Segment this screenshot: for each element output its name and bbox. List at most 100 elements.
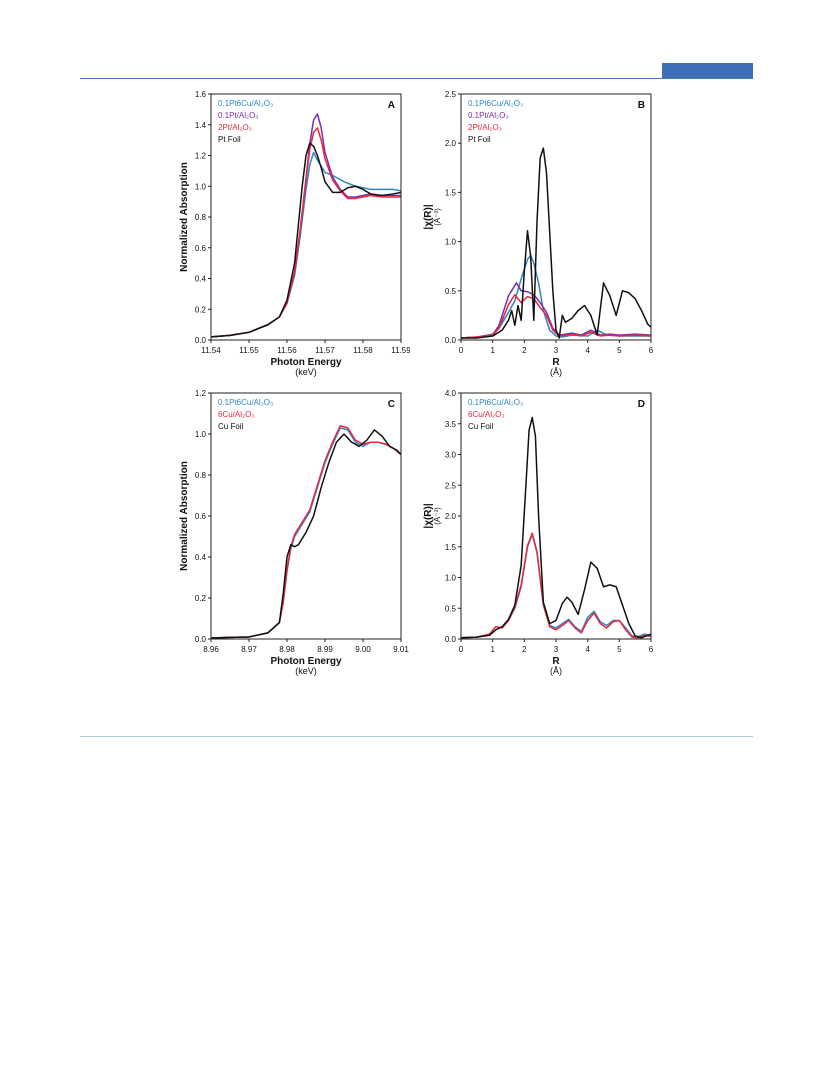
chart-b-legend-entry: 0.1Pt6Cu/Al₂O₃	[468, 99, 523, 108]
chart-d-xtick-label: 0	[459, 645, 464, 654]
chart-a-legend-entry: Pt Foil	[218, 135, 241, 144]
chart-a-ytick-label: 0.2	[195, 305, 207, 314]
chart-panel-b: 0 1 2 3 4 5 6 0.0 0.5 1.0 1.5 2.0 2.5 R (Å) |χ(R)| (Å⁻³)…	[418, 88, 658, 388]
chart-b-xtick-label: 0	[459, 346, 464, 355]
chart-a-legend-entry: 0.1Pt/Al₂O₃	[218, 111, 259, 120]
chart-b-legend-entry: Pt Foil	[468, 135, 491, 144]
chart-d-series-2	[461, 416, 651, 639]
footer-rule	[80, 736, 753, 737]
chart-d-xlabel: R	[552, 656, 560, 667]
chart-c-ytick-label: 0.4	[195, 553, 207, 562]
chart-c-series-2	[211, 429, 401, 639]
chart-panel-a: 11.54 11.55 11.56 11.57 11.58 11.59 0.0 0.2 0.4 0…	[175, 88, 411, 388]
chart-b-xtick-label: 4	[585, 346, 590, 355]
chart-d-ytick-label: 3.0	[445, 451, 457, 460]
chart-a-legend-entry: 0.1Pt6Cu/Al₂O₃	[218, 99, 273, 108]
chart-a-xtick-label: 11.56	[277, 346, 297, 355]
chart-b-ytick-label: 0.5	[445, 287, 457, 296]
chart-c-ytick-label: 0.6	[195, 512, 207, 521]
chart-c-ytick-label: 1.0	[195, 430, 207, 439]
chart-d-legend-entry: 6Cu/Al₂O₃	[468, 410, 505, 419]
chart-panel-c: 8.96 8.97 8.98 8.99 9.00 9.01 0.0 0.2 0.4 0.6 0.8 1…	[175, 387, 410, 687]
chart-d-legend-entry: Cu Foil	[468, 422, 494, 431]
chart-c-panel-label: C	[388, 399, 395, 410]
chart-b-yunit: (Å⁻³)	[433, 208, 442, 226]
chart-b-ytick-label: 0.0	[445, 336, 457, 345]
chart-c-xtick-label: 8.96	[203, 645, 219, 654]
chart-c-svg: 8.96 8.97 8.98 8.99 9.00 9.01 0.0 0.2 0.4 0.6 0.8 1…	[179, 389, 409, 676]
chart-d-xtick-label: 1	[490, 645, 495, 654]
chart-a-legend-entry: 2Pt/Al₂O₃	[218, 123, 252, 132]
chart-d-ytick-label: 1.0	[445, 574, 457, 583]
chart-a-ylabel: Normalized Absorption	[179, 162, 190, 272]
chart-d-ylabel: |χ(R)|	[423, 503, 434, 528]
chart-b-ylabel: |χ(R)|	[423, 204, 434, 229]
chart-b-legend-entry: 2Pt/Al₂O₃	[468, 123, 502, 132]
chart-c-ytick-label: 0.2	[195, 594, 207, 603]
chart-d-xtick-label: 4	[585, 645, 590, 654]
chart-d-xtick-label: 3	[554, 645, 559, 654]
chart-d-ytick-label: 4.0	[445, 389, 457, 398]
chart-c-ylabel: Normalized Absorption	[179, 461, 190, 571]
chart-c-ytick-label: 0.0	[195, 635, 207, 644]
chart-d-ytick-label: 1.5	[445, 543, 457, 552]
chart-d-xunit: (Å)	[550, 666, 562, 676]
chart-d-yunit: (Å⁻³)	[433, 507, 442, 525]
chart-a-svg: 11.54 11.55 11.56 11.57 11.58 11.59 0.0 0.2 0.4 0…	[179, 90, 411, 377]
chart-d-series-1	[461, 532, 651, 639]
chart-a-ytick-label: 0.8	[195, 213, 207, 222]
chart-b-xtick-label: 3	[554, 346, 559, 355]
chart-b-ytick-label: 1.5	[445, 188, 457, 197]
chart-b-series-0	[461, 254, 651, 339]
chart-d-ytick-label: 0.5	[445, 604, 457, 613]
chart-d-xtick-label: 5	[617, 645, 622, 654]
chart-b-series-2	[461, 293, 651, 339]
chart-d-ytick-label: 3.5	[445, 420, 457, 429]
chart-d-legend-entry: 0.1Pt6Cu/Al₂O₃	[468, 398, 523, 407]
chart-b-xtick-label: 5	[617, 346, 622, 355]
header-accent-bar	[662, 63, 753, 78]
chart-c-legend-entry: 6Cu/Al₂O₃	[218, 410, 255, 419]
chart-a-xtick-label: 11.58	[353, 346, 373, 355]
chart-c-ytick-label: 0.8	[195, 471, 207, 480]
chart-b-ytick-label: 1.0	[445, 238, 457, 247]
chart-d-svg: 0 1 2 3 4 5 6 0.0 0.5 1.0 1.5 2.0 2.5 3.0 3.5 4.0 R(Å) |χ…	[423, 389, 654, 676]
chart-d-xtick-label: 6	[649, 645, 654, 654]
chart-b-legend-entry: 0.1Pt/Al₂O₃	[468, 111, 509, 120]
chart-b-svg: 0 1 2 3 4 5 6 0.0 0.5 1.0 1.5 2.0 2.5 R(Å) |χ(R)| (Å⁻³)…	[423, 90, 654, 377]
chart-panel-d: 0 1 2 3 4 5 6 0.0 0.5 1.0 1.5 2.0 2.5 3.0 3.5 4.0 R (Å) |χ…	[418, 387, 658, 687]
chart-c-xtick-label: 8.99	[317, 645, 333, 654]
chart-d-panel-label: D	[638, 399, 645, 410]
chart-c-xtick-label: 9.01	[393, 645, 409, 654]
chart-c-xlabel: Photon Energy	[270, 656, 342, 667]
chart-a-xtick-label: 11.54	[201, 346, 221, 355]
chart-c-ytick-label: 1.2	[195, 389, 207, 398]
chart-a-ytick-label: 1.0	[195, 182, 207, 191]
chart-b-xtick-label: 2	[522, 346, 527, 355]
chart-d-series-0	[461, 533, 651, 639]
chart-d-xtick-label: 2	[522, 645, 527, 654]
chart-b-xunit: (Å)	[550, 367, 562, 377]
chart-a-ytick-label: 0.6	[195, 244, 207, 253]
chart-c-xtick-label: 9.00	[355, 645, 371, 654]
chart-b-xtick-label: 1	[490, 346, 495, 355]
chart-a-xunit: (keV)	[295, 367, 317, 377]
chart-a-ytick-label: 0.0	[195, 336, 207, 345]
chart-a-xtick-label: 11.59	[391, 346, 410, 355]
chart-b-panel-label: B	[638, 100, 645, 111]
chart-d-ytick-label: 2.5	[445, 481, 457, 490]
chart-a-ytick-label: 1.4	[195, 121, 207, 130]
chart-a-ytick-label: 0.4	[195, 275, 207, 284]
chart-c-xtick-label: 8.98	[279, 645, 295, 654]
chart-a-xtick-label: 11.55	[239, 346, 259, 355]
chart-a-series-1	[211, 113, 401, 338]
chart-b-ytick-label: 2.0	[445, 139, 457, 148]
chart-a-series-3	[211, 142, 401, 338]
chart-b-series-3	[461, 147, 651, 339]
chart-a-xtick-label: 11.57	[315, 346, 335, 355]
header-rule	[80, 78, 753, 79]
chart-b-xlabel: R	[552, 357, 560, 368]
chart-c-legend-entry: 0.1Pt6Cu/Al₂O₃	[218, 398, 273, 407]
chart-a-ytick-label: 1.6	[195, 90, 207, 99]
chart-b-series-1	[461, 282, 651, 339]
